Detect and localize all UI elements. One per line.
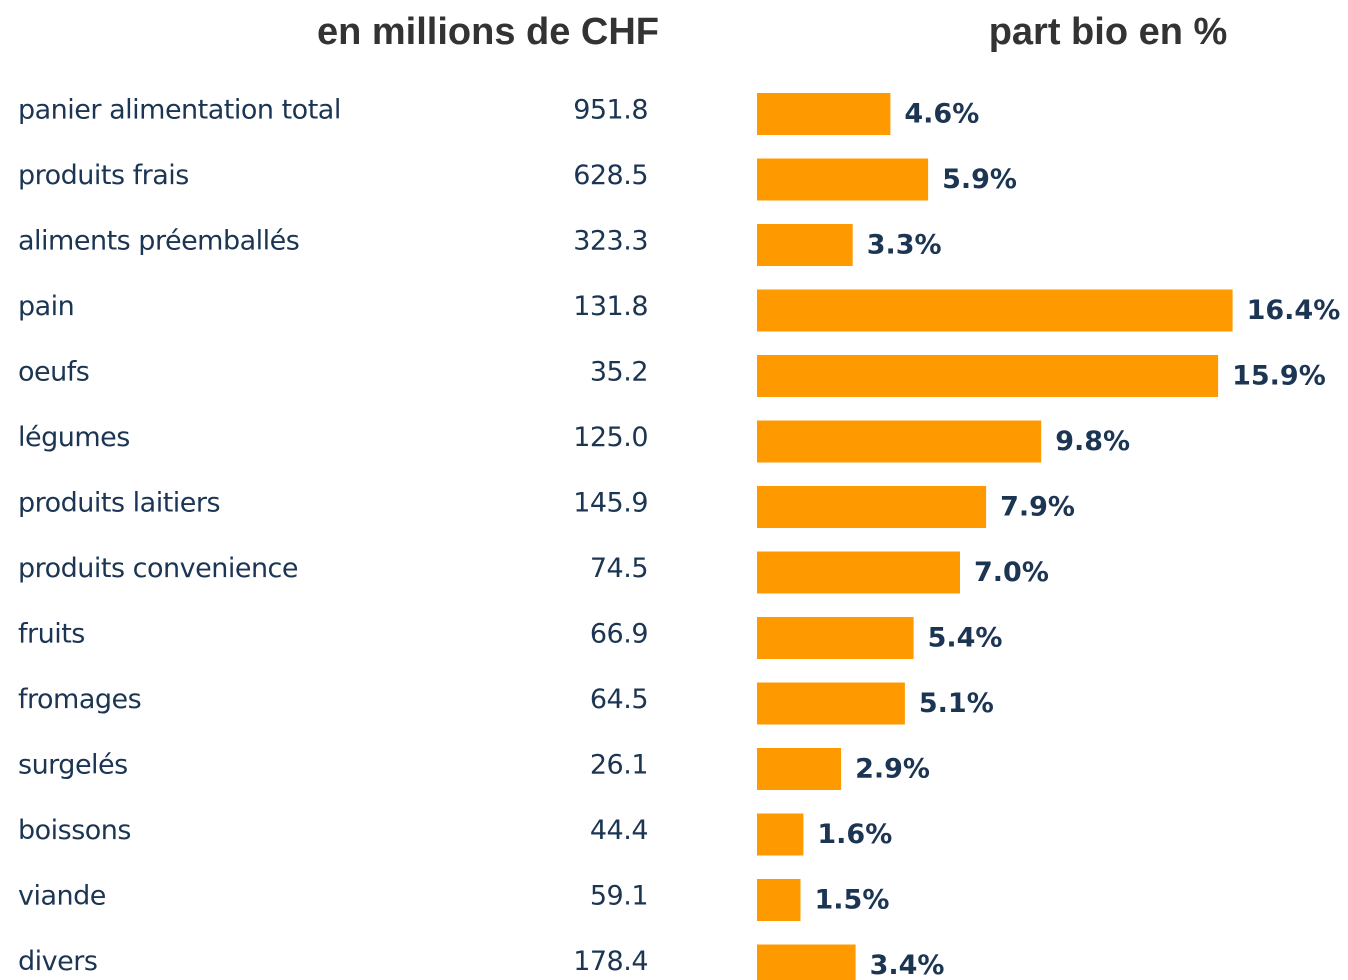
category-label: produits convenience [18,553,298,584]
amount: 131.8 [573,291,648,322]
category-label: produits laitiers [18,488,220,519]
bar [757,813,804,856]
value-label: 7.0% [974,557,1049,588]
value-label: 9.8% [1055,426,1130,457]
bar [757,355,1219,397]
category-label: produits frais [18,160,189,191]
category-label: panier alimentation total [18,95,341,126]
bar [757,617,914,659]
amount: 44.4 [590,815,648,846]
value-label: 1.6% [817,819,892,850]
category-label: divers [18,946,97,977]
amount: 145.9 [573,488,648,519]
amount: 628.5 [573,160,648,191]
amount: 26.1 [590,750,648,781]
category-label: viande [18,881,106,912]
amount: 35.2 [590,357,648,388]
amount: 59.1 [590,881,648,912]
bar [757,420,1042,463]
bar [757,682,905,725]
category-label: fruits [18,619,85,650]
category-label: surgelés [18,750,128,781]
amount: 66.9 [590,619,648,650]
value-label: 15.9% [1232,361,1326,392]
category-label: pain [18,291,74,322]
amounts-title: en millions de CHF [317,11,659,53]
bar [757,748,842,790]
category-label: fromages [18,684,141,715]
bar [757,944,856,980]
value-label: 5.9% [942,164,1017,195]
bar [757,486,987,528]
category-label: aliments préemballés [18,226,299,257]
value-label: 16.4% [1247,295,1341,326]
bar [757,879,801,921]
amount: 178.4 [573,946,648,977]
value-label: 1.5% [815,885,890,916]
bar [757,93,891,135]
value-label: 5.1% [919,688,994,719]
value-label: 3.4% [870,950,945,980]
bar [757,224,853,266]
value-label: 4.6% [904,99,979,130]
bar [757,289,1233,332]
amount: 951.8 [573,95,648,126]
category-label: oeufs [18,357,89,388]
amount: 323.3 [573,226,648,257]
category-label: boissons [18,815,131,846]
value-label: 7.9% [1000,492,1075,523]
amount: 74.5 [590,553,648,584]
chart-title: part bio en % [989,11,1228,53]
value-label: 3.3% [867,230,942,261]
category-label: légumes [18,422,130,453]
value-label: 5.4% [928,623,1003,654]
amount: 64.5 [590,684,648,715]
amount: 125.0 [573,422,648,453]
bar [757,551,960,594]
value-label: 2.9% [855,754,930,785]
bar [757,158,929,201]
